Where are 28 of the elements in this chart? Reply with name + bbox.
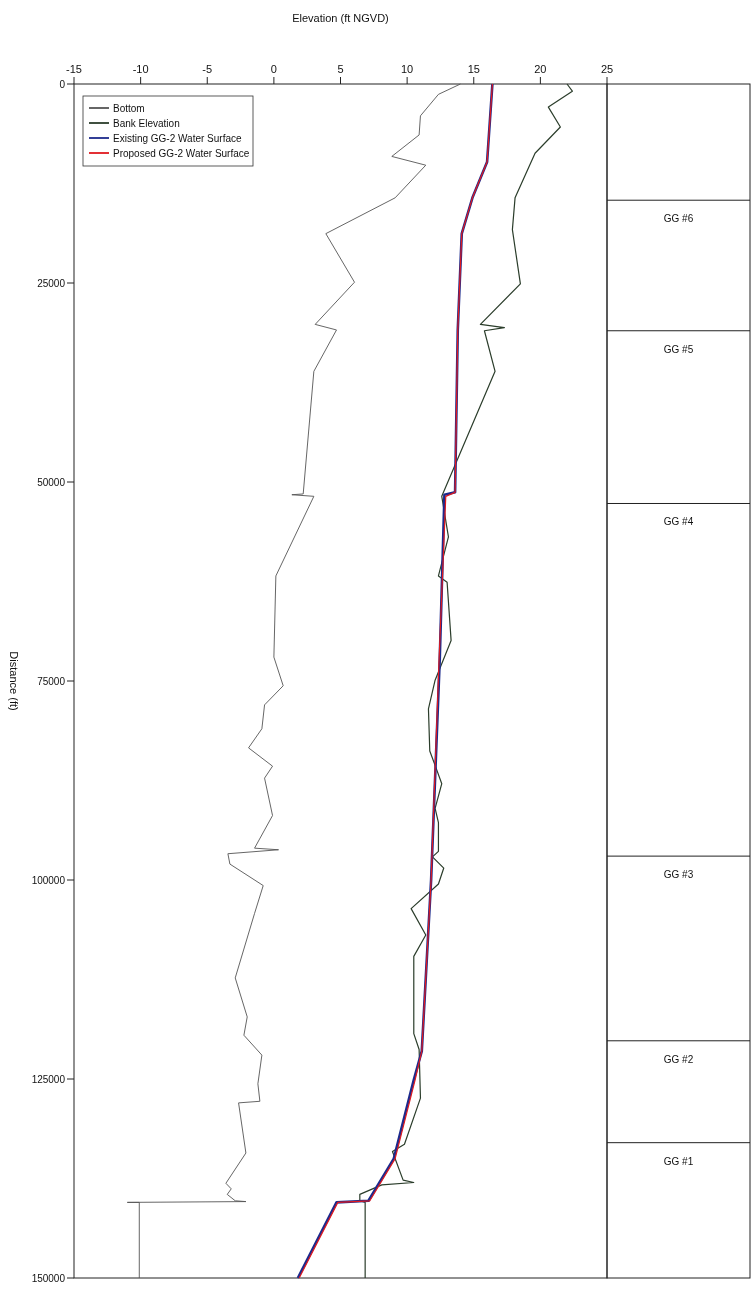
y-tick-label: 150000	[31, 1272, 66, 1284]
y-tick-label: 75000	[37, 675, 66, 687]
legend-label: Proposed GG-2 Water Surface	[113, 147, 250, 159]
y-tick-label: 0	[59, 78, 66, 90]
x-tick-label: 25	[600, 63, 614, 75]
legend-label: Bottom	[113, 102, 145, 114]
legend-label: Existing GG-2 Water Surface	[113, 132, 242, 144]
y-axis-title: Distance (ft)	[8, 651, 20, 711]
ref-line-label: GG #3	[663, 869, 694, 881]
x-tick-label: 15	[467, 63, 480, 75]
ref-line-label: GG #4	[663, 516, 694, 528]
x-tick-label: -5	[202, 63, 213, 75]
y-tick-label: 50000	[37, 476, 66, 488]
y-tick-label: 125000	[31, 1073, 66, 1085]
x-tick-label: 5	[337, 63, 344, 75]
x-tick-label: 10	[401, 63, 414, 75]
y-tick-label: 100000	[31, 874, 66, 886]
ref-line-label: GG #5	[663, 343, 694, 355]
x-axis-title: Elevation (ft NGVD)	[292, 12, 389, 24]
x-tick-label: -15	[66, 63, 82, 75]
legend-label: Bank Elevation	[113, 117, 180, 129]
ref-line-label: GG #1	[663, 1155, 694, 1167]
y-tick-label: 25000	[37, 277, 66, 289]
x-tick-label: 20	[534, 63, 547, 75]
ref-line-label: GG #6	[663, 213, 694, 225]
x-tick-label: -10	[132, 63, 149, 75]
x-tick-label: 0	[270, 63, 277, 75]
ref-line-label: GG #2	[663, 1053, 694, 1065]
